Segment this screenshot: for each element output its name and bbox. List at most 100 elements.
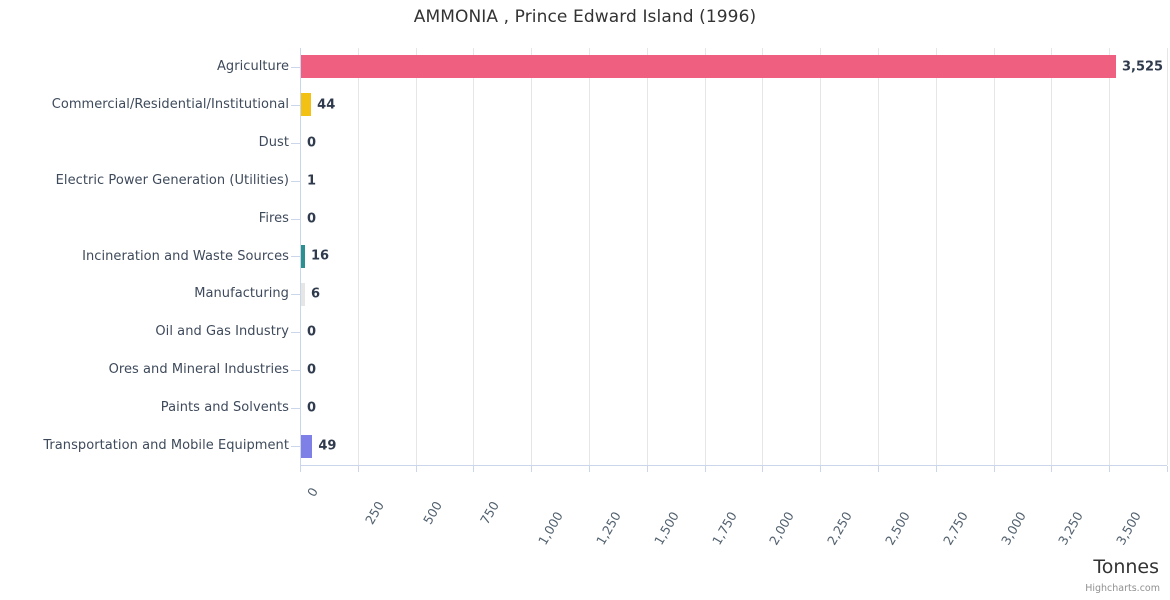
x-axis-tick: [993, 466, 995, 472]
y-axis-category-label: Electric Power Generation (Utilities): [55, 172, 289, 188]
category-row: Agriculture 3,525: [0, 48, 1170, 86]
x-axis-tick: [300, 466, 301, 472]
x-axis-tick-label-text: 250: [361, 498, 387, 527]
category-row: Commercial/Residential/Institutional 44: [0, 86, 1170, 124]
x-axis-tick-label-text: 750: [477, 498, 503, 527]
bar-value-label: 16: [311, 248, 330, 264]
x-axis-tick-label-text: 1,500: [650, 509, 682, 548]
y-axis-tick: [291, 294, 300, 296]
x-axis-tick-label: 1,000: [535, 478, 584, 548]
x-axis-tick-label: 2,250: [824, 478, 873, 548]
x-axis-line: [300, 465, 1167, 466]
x-axis-tick: [415, 466, 417, 472]
x-axis-title: Tonnes: [1093, 556, 1159, 578]
gridline: [1051, 48, 1053, 465]
bar[interactable]: [301, 434, 313, 458]
y-axis-category-label: Ores and Mineral Industries: [108, 362, 289, 378]
x-axis-tick: [820, 466, 822, 472]
bar[interactable]: [301, 244, 305, 268]
y-axis-category-label: Transportation and Mobile Equipment: [43, 438, 289, 454]
x-axis-tick-label: 1,250: [593, 478, 642, 548]
x-axis-tick: [589, 466, 590, 472]
y-axis-tick: [291, 446, 300, 448]
gridline: [878, 48, 879, 465]
y-axis-tick: [291, 408, 300, 410]
x-axis-tick-label: 750: [477, 478, 514, 527]
y-axis-tick: [291, 104, 300, 106]
category-row: Electric Power Generation (Utilities) 1: [0, 162, 1170, 200]
chart-title: AMMONIA , Prince Edward Island (1996): [413, 7, 757, 27]
y-axis-category-label: Manufacturing: [194, 286, 289, 302]
y-axis-category-label: Oil and Gas Industry: [155, 324, 289, 340]
y-axis-tick: [291, 332, 300, 334]
bar-value-label: 6: [311, 286, 321, 302]
x-axis-tick-label-text: 2,250: [824, 509, 856, 548]
x-axis-tick-label-text: 2,500: [882, 509, 913, 548]
x-axis-tick: [935, 466, 937, 472]
y-axis-category-label: Commercial/Residential/Institutional: [51, 96, 289, 112]
y-axis-tick: [291, 66, 300, 68]
bar[interactable]: [301, 282, 305, 306]
y-axis-category-label: Agriculture: [216, 59, 289, 74]
bar-value-label: 0: [307, 135, 317, 151]
x-axis-tick-label-text: 2,750: [939, 509, 971, 548]
highcharts-credit[interactable]: Highcharts.com: [1085, 583, 1160, 594]
x-axis-tick-label-text: 2,000: [766, 509, 798, 548]
x-axis-tick-label: 500: [420, 478, 457, 527]
gridline: [935, 48, 937, 465]
x-axis-tick: [1051, 466, 1053, 472]
gridline: [1167, 48, 1168, 465]
category-row: Fires 0: [0, 200, 1170, 238]
x-axis-tick: [646, 466, 648, 472]
gridline: [646, 48, 648, 465]
bar-value-label: 0: [307, 362, 317, 378]
x-axis-tick-label-text: 3,000: [997, 509, 1029, 548]
category-row: Manufacturing 6: [0, 275, 1170, 313]
x-axis-tick-label-text: 3,500: [1113, 509, 1145, 548]
category-row: Transportation and Mobile Equipment 49: [0, 427, 1170, 465]
x-axis-tick: [1109, 466, 1111, 472]
x-axis-tick: [878, 466, 879, 472]
gridline: [993, 48, 995, 465]
bar-value-label: 0: [307, 211, 317, 227]
bar-value-label: 49: [318, 438, 337, 454]
x-axis-tick-label: 2,750: [940, 478, 989, 548]
category-row: Incineration and Waste Sources 16: [0, 238, 1170, 276]
bar-value-label: 0: [307, 400, 317, 416]
x-axis-tick-label-text: 1,000: [535, 509, 567, 548]
x-axis-tick-label: 1,750: [709, 478, 757, 548]
bar[interactable]: [301, 55, 1116, 79]
bar-value-label: 1: [307, 173, 317, 189]
x-axis-tick-label-text: 0: [304, 484, 321, 500]
bar[interactable]: [301, 93, 312, 117]
gridline: [531, 48, 533, 465]
x-axis-tick: [762, 466, 764, 472]
x-axis-tick: [1167, 466, 1168, 472]
x-axis-tick-label-text: 3,250: [1055, 509, 1087, 548]
gridline: [704, 48, 706, 465]
x-axis-tick-label: 250: [362, 478, 399, 527]
y-axis-tick: [291, 218, 300, 220]
y-axis-tick: [291, 256, 300, 258]
gridline: [357, 48, 359, 465]
gridline: [415, 48, 417, 465]
x-axis-tick-label: 1,500: [651, 478, 700, 548]
bar-value-label: 3,525: [1121, 59, 1164, 75]
x-axis-tick-label-text: 500: [419, 498, 445, 527]
x-axis-tick: [531, 466, 533, 472]
y-axis-category-label: Dust: [258, 134, 289, 150]
x-axis-tick: [704, 466, 706, 472]
x-axis-tick-label: 2,000: [766, 478, 815, 548]
y-axis-category-label: Paints and Solvents: [160, 400, 289, 416]
x-axis-tick-label: 0: [304, 478, 325, 499]
category-row: Oil and Gas Industry 0: [0, 313, 1170, 351]
x-axis-tick: [357, 466, 359, 472]
category-row: Dust 0: [0, 124, 1170, 162]
x-axis-tick-label: 3,500: [1113, 478, 1162, 548]
y-axis-line: [300, 48, 301, 465]
bar-value-label: 0: [307, 324, 317, 340]
category-row: Paints and Solvents 0: [0, 389, 1170, 427]
y-axis-tick: [291, 180, 300, 182]
bar-value-label: 44: [317, 97, 336, 113]
